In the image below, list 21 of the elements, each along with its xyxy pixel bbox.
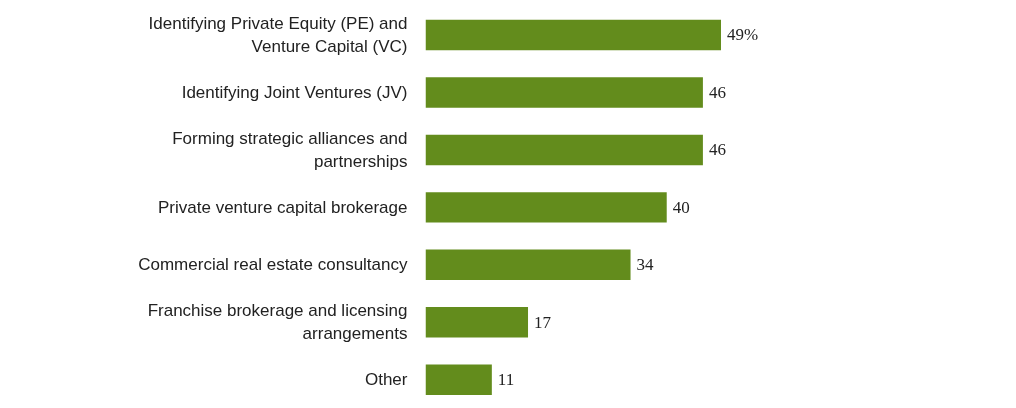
- bar: [425, 364, 492, 395]
- y-tick-label: Forming strategic alliances and partnerships: [172, 129, 408, 171]
- data-label: 46: [708, 82, 726, 102]
- data-label: 11: [497, 370, 515, 390]
- bar: [425, 19, 721, 51]
- bar: [425, 192, 667, 223]
- y-tick-label: Identifying Private Equity (PE) and Venture Capital (VC): [148, 14, 408, 56]
- data-label: 17: [534, 312, 552, 332]
- data-label: 34: [636, 255, 655, 275]
- y-tick-label: Commercial real estate consultancy: [138, 255, 408, 275]
- data-label: 49%: [727, 25, 759, 45]
- y-tick-label: Franchise brokerage and licensing arrangements: [147, 301, 408, 344]
- bar: [425, 134, 703, 166]
- data-label: 46: [708, 140, 726, 160]
- y-tick-label: Private venture capital brokerage: [158, 197, 408, 217]
- bar: [425, 307, 529, 338]
- bar: [425, 77, 703, 108]
- bar: [425, 249, 631, 281]
- y-tick-label: Identifying Joint Ventures (JV): [181, 82, 408, 102]
- y-tick-label: Other: [364, 370, 408, 390]
- data-label: 40: [672, 197, 690, 217]
